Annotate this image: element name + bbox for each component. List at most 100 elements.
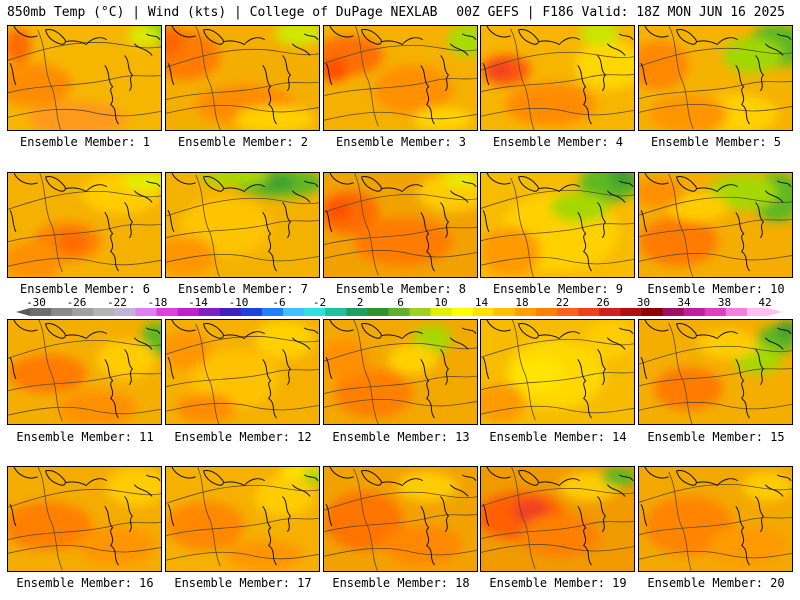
coastline-outline xyxy=(420,474,477,566)
colorbar-swatch xyxy=(514,308,537,316)
great-lakes-outline xyxy=(167,173,265,233)
temperature-anomaly-region xyxy=(520,514,600,558)
temperature-field-map xyxy=(481,467,634,571)
temperature-anomaly-region xyxy=(505,82,595,127)
colorbar-swatch xyxy=(451,308,474,316)
height-contour-line xyxy=(668,26,694,130)
temperature-anomaly-region xyxy=(668,192,728,223)
temperature-anomaly-region xyxy=(200,173,270,186)
temperature-field-map xyxy=(481,320,634,424)
temperature-anomaly-region xyxy=(175,393,236,424)
height-contour-line xyxy=(197,467,221,567)
height-contour-line xyxy=(639,196,792,216)
ensemble-member-label: Ensemble Member: 14 xyxy=(489,430,627,444)
height-contour-line xyxy=(481,371,634,391)
ensemble-member-map xyxy=(323,466,478,572)
temperature-anomaly-region xyxy=(708,174,778,211)
great-lakes-outline xyxy=(167,467,265,527)
height-contour-line xyxy=(195,174,220,277)
height-contour-line xyxy=(8,339,161,359)
ensemble-member-label: Ensemble Member: 17 xyxy=(174,576,312,590)
great-lakes-outline xyxy=(325,173,423,233)
temperature-field-map xyxy=(639,320,792,424)
temperature-anomaly-region xyxy=(515,356,565,392)
colorbar-tick-label: -2 xyxy=(313,296,326,309)
ensemble-member-label: Ensemble Member: 16 xyxy=(16,576,154,590)
ensemble-member-map xyxy=(7,25,162,131)
ensemble-member-label: Ensemble Member: 20 xyxy=(647,576,785,590)
temperature-field-map xyxy=(639,467,792,571)
temperature-field-map xyxy=(8,26,161,130)
temperature-field-map xyxy=(8,467,161,571)
temperature-anomaly-region xyxy=(121,173,161,191)
height-contour-line xyxy=(639,484,792,503)
ensemble-member-label: Ensemble Member: 6 xyxy=(19,282,151,296)
colorbar-swatch xyxy=(114,308,137,316)
height-contour-line xyxy=(324,375,477,394)
colorbar-tick-label: -26 xyxy=(67,296,87,309)
colorbar-swatch xyxy=(283,308,305,316)
height-contour-line xyxy=(639,367,792,387)
colorbar-swatch xyxy=(683,308,706,316)
coastline-outline xyxy=(577,180,634,272)
coastline-outline xyxy=(420,33,477,125)
coastline-outline xyxy=(262,474,319,566)
colorbar-swatch xyxy=(388,308,411,316)
height-contour-line xyxy=(166,368,319,388)
height-contour-line xyxy=(639,218,792,238)
temperature-anomaly-region xyxy=(574,40,634,90)
temperature-anomaly-region xyxy=(106,467,161,507)
height-contour-line xyxy=(511,320,536,421)
height-contour-line xyxy=(8,223,161,243)
height-contour-line xyxy=(8,42,161,61)
colorbar-swatch xyxy=(198,308,221,316)
height-contour-line xyxy=(8,406,161,416)
colorbar-swatch xyxy=(641,308,664,316)
ensemble-member-label: Ensemble Member: 5 xyxy=(650,135,782,149)
temperature-anomaly-region xyxy=(481,383,526,424)
great-lakes-outline xyxy=(325,26,423,86)
height-contour-line xyxy=(639,550,792,560)
height-contour-line xyxy=(639,516,792,536)
temperature-field-map xyxy=(481,26,634,130)
height-contour-line xyxy=(511,467,536,570)
ensemble-member-map xyxy=(638,319,793,425)
colorbar-swatch xyxy=(240,308,263,316)
colorbar-tick-label: 38 xyxy=(718,296,731,309)
height-contour-line xyxy=(481,222,634,242)
temperature-anomaly-region xyxy=(56,229,88,254)
colorbar-swatch xyxy=(578,308,600,316)
height-contour-line xyxy=(481,256,634,266)
height-contour-line xyxy=(166,219,319,239)
great-lakes-outline xyxy=(9,173,107,233)
colorbar-swatch xyxy=(304,308,326,316)
colorbar-swatch xyxy=(725,308,748,316)
height-contour-line xyxy=(481,73,634,93)
temperature-anomaly-region xyxy=(653,367,723,411)
colorbar-tick-label: -14 xyxy=(188,296,208,309)
temperature-anomaly-region xyxy=(550,192,610,223)
great-lakes-outline xyxy=(9,320,107,380)
ensemble-member-label: Ensemble Member: 11 xyxy=(16,430,154,444)
great-lakes-outline xyxy=(325,467,423,527)
coastline-outline xyxy=(735,474,792,566)
great-lakes-outline xyxy=(9,26,107,86)
height-contour-line xyxy=(166,197,319,217)
coastline-outline xyxy=(104,474,161,566)
height-contour-line xyxy=(481,544,634,553)
ensemble-member-map xyxy=(480,25,635,131)
colorbar-swatch xyxy=(72,308,94,316)
height-contour-line xyxy=(37,29,62,130)
ensemble-member-map xyxy=(323,25,478,131)
temperature-field-map xyxy=(639,26,792,130)
temperature-field-map xyxy=(324,320,477,424)
ensemble-member-label: Ensemble Member: 3 xyxy=(335,135,467,149)
temperature-field-map xyxy=(324,467,477,571)
height-contour-line xyxy=(166,253,319,263)
coastline-outline xyxy=(735,33,792,125)
temperature-field-map xyxy=(166,173,319,277)
temperature-anomaly-region xyxy=(579,26,620,46)
ensemble-member-map xyxy=(480,319,635,425)
great-lakes-outline xyxy=(482,467,580,527)
height-contour-line xyxy=(324,77,477,97)
